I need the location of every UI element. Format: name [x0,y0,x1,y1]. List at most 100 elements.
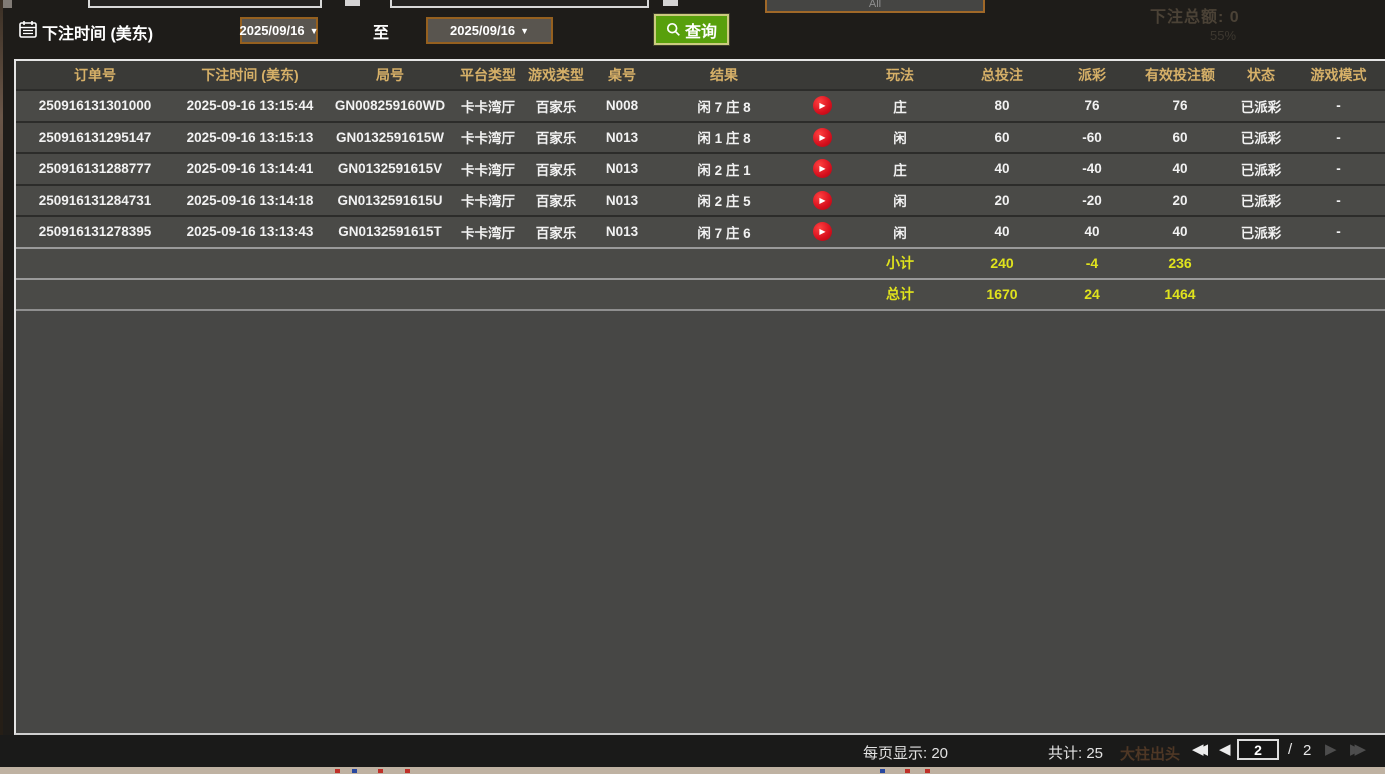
cell-order-id: 250916131295147 [38,129,152,145]
next-page-button[interactable]: ▶ [1325,741,1337,758]
col-game-mode: 游戏模式 [1310,67,1367,83]
cell-game-type: 百家乐 [535,162,577,178]
cell-status: 已派彩 [1240,131,1282,147]
page-number-input[interactable] [1237,739,1279,760]
cutoff-ui-fragment [3,0,12,8]
cell-valid-bet: 20 [1172,192,1188,208]
cell-game-type: 百家乐 [535,131,577,147]
subtotal-total-bet: 240 [990,255,1014,271]
cell-game-type: 百家乐 [535,99,577,115]
table-empty-area [16,308,1385,733]
cell-table-no: N013 [605,224,639,240]
cell-game-mode: - [1336,129,1341,145]
subtotal-label: 小计 [886,255,914,271]
cell-round-id: GN0132591615T [338,224,442,240]
total-pages-label: 2 [1303,742,1312,759]
cell-valid-bet: 40 [1172,161,1188,177]
col-round-id: 局号 [376,67,404,83]
cell-valid-bet: 76 [1172,98,1188,114]
cell-platform: 卡卡湾厅 [461,194,515,210]
cell-bet-time: 2025-09-16 13:15:44 [186,98,314,114]
cell-total-bet: 20 [994,192,1010,208]
cell-platform: 卡卡湾厅 [461,162,515,178]
cell-valid-bet: 40 [1172,224,1188,240]
cell-total-bet: 80 [994,98,1010,114]
total-total-bet: 1670 [986,286,1018,302]
cell-total-bet: 40 [994,161,1010,177]
col-bet-time: 下注时间 (美东) [201,67,299,83]
total-label: 总计 [886,286,914,302]
cell-round-id: GN0132591615W [335,129,445,145]
cell-order-id: 250916131288777 [38,161,152,177]
col-total-bet: 总投注 [981,67,1023,83]
cutoff-dropdown[interactable]: All [765,0,985,13]
subtotal-valid-bet: 236 [1168,255,1192,271]
video-play-icon[interactable]: ▶ [812,190,832,210]
total-valid-bet: 1464 [1164,286,1196,302]
cell-platform: 卡卡湾厅 [461,131,515,147]
cell-payout: -40 [1082,161,1102,177]
cell-total-bet: 60 [994,129,1010,145]
subtotal-row: 小计 240 -4 236 [16,246,1385,278]
cell-table-no: N013 [605,161,639,177]
cutoff-input-field[interactable] [88,0,322,8]
background-bottom-strip [0,767,1385,774]
last-page-button[interactable]: ▶▶ [1350,741,1366,758]
video-play-icon[interactable]: ▶ [812,96,832,116]
query-button[interactable]: 查询 [654,14,730,45]
cell-status: 已派彩 [1240,162,1282,178]
col-valid-bet: 有效投注额 [1145,67,1215,83]
cell-status: 已派彩 [1240,194,1282,210]
previous-page-button[interactable]: ◀ [1219,741,1231,758]
dropdown-value: All [868,0,882,10]
cell-round-id: GN0132591615U [337,192,443,208]
cell-play: 庄 [893,99,907,115]
table-row: 250916131295147 2025-09-16 13:15:13 GN01… [16,120,1385,152]
table-row: 250916131288777 2025-09-16 13:14:41 GN01… [16,152,1385,184]
cutoff-input-field[interactable] [390,0,649,8]
cell-bet-time: 2025-09-16 13:15:13 [186,129,314,145]
pagination-bar: 大柱出头 每页显示: 20 共计: 25 ◀◀ ◀ / 2 ▶ ▶▶ [0,735,1385,767]
date-from-value: 2025/09/16 [239,23,305,38]
cell-table-no: N013 [605,129,639,145]
page-separator: / [1288,741,1293,758]
cell-platform: 卡卡湾厅 [461,225,515,241]
background-edge-strip [0,0,3,774]
cell-play: 庄 [893,162,907,178]
cell-round-id: GN008259160WD [334,98,446,114]
calendar-icon [19,21,37,38]
cell-payout: -60 [1082,129,1102,145]
cell-round-id: GN0132591615V [337,161,443,177]
cell-play: 闲 [893,225,907,241]
col-payout: 派彩 [1078,67,1106,83]
cell-result: 闲 2 庄 1 [697,162,751,178]
table-header-row: 订单号 下注时间 (美东) 局号 平台类型 游戏类型 桌号 结果 玩法 总投注 … [16,61,1385,89]
cell-game-type: 百家乐 [535,194,577,210]
col-order-id: 订单号 [74,67,116,83]
cell-game-mode: - [1336,224,1341,240]
cutoff-icon [345,0,360,6]
cutoff-icon [663,0,678,6]
col-table-no: 桌号 [608,67,636,83]
date-to-select[interactable]: 2025/09/16 ▼ [426,17,553,44]
video-play-icon[interactable]: ▶ [812,159,832,179]
cell-bet-time: 2025-09-16 13:14:41 [186,161,314,177]
cell-total-bet: 40 [994,224,1010,240]
search-icon [666,22,680,36]
background-percent-text: 55% [1210,28,1237,43]
video-play-icon[interactable]: ▶ [812,127,832,147]
cell-payout: -20 [1082,192,1102,208]
cell-result: 闲 7 庄 6 [697,225,751,241]
total-payout: 24 [1084,286,1100,302]
first-page-button[interactable]: ◀◀ [1192,741,1208,758]
chevron-down-icon: ▼ [309,25,319,36]
cell-payout: 40 [1084,224,1100,240]
date-from-select[interactable]: 2025/09/16 ▼ [239,17,319,44]
col-result: 结果 [710,67,738,83]
video-play-icon[interactable]: ▶ [812,222,832,242]
table-row: 250916131278395 2025-09-16 13:13:43 GN01… [16,215,1385,247]
cell-play: 闲 [893,131,907,147]
date-range-to-label: 至 [373,25,390,42]
cell-game-mode: - [1336,192,1341,208]
